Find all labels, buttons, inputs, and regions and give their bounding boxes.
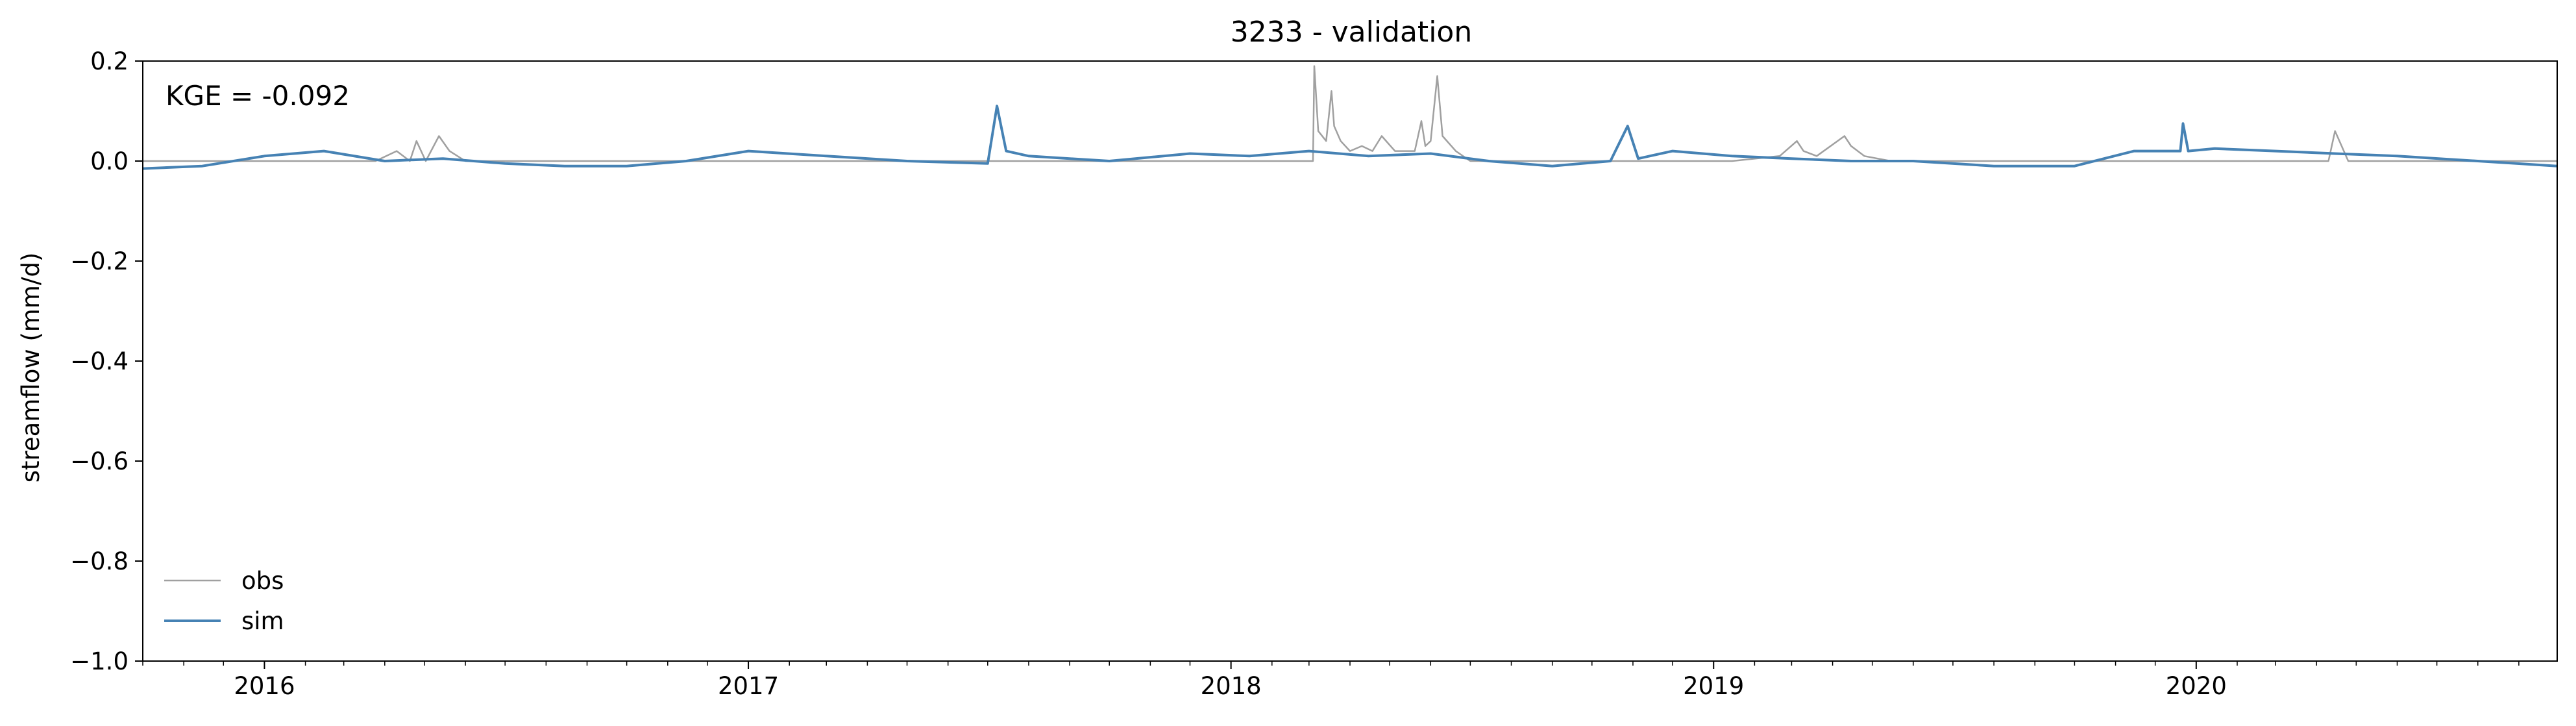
y-tick-label: −1.0: [70, 647, 129, 675]
x-axis: 2016 2017 2018 2019 2020: [142, 661, 2520, 700]
y-tick-label: 0.2: [90, 47, 129, 75]
x-tick-label: 2016: [234, 672, 295, 700]
x-tick-label: 2018: [1201, 672, 1262, 700]
y-tick-label: 0.0: [90, 147, 129, 175]
series-line-obs: [143, 65, 2557, 162]
y-axis-label: streamflow (mm/d): [17, 253, 45, 483]
legend-sim-label: sim: [241, 607, 284, 635]
legend: obs sim: [164, 567, 284, 635]
series-line-sim: [142, 105, 2558, 170]
x-tick-label: 2020: [2166, 672, 2227, 700]
legend-obs-label: obs: [241, 567, 284, 595]
axes-frame: [142, 60, 2558, 662]
y-tick-label: −0.4: [70, 347, 129, 375]
x-tick-label: 2019: [1683, 672, 1744, 700]
y-axis: 0.2 0.0 −0.2 −0.4 −0.6 −0.8 −1.0: [70, 47, 143, 675]
y-tick-label: −0.8: [70, 547, 129, 575]
chart-title: 3233 - validation: [1231, 16, 1472, 49]
y-tick-label: −0.2: [70, 247, 129, 275]
x-tick-label: 2017: [718, 672, 779, 700]
y-tick-label: −0.6: [70, 447, 129, 475]
kge-annotation: KGE = -0.092: [166, 80, 350, 112]
plot-area: [142, 65, 2558, 170]
